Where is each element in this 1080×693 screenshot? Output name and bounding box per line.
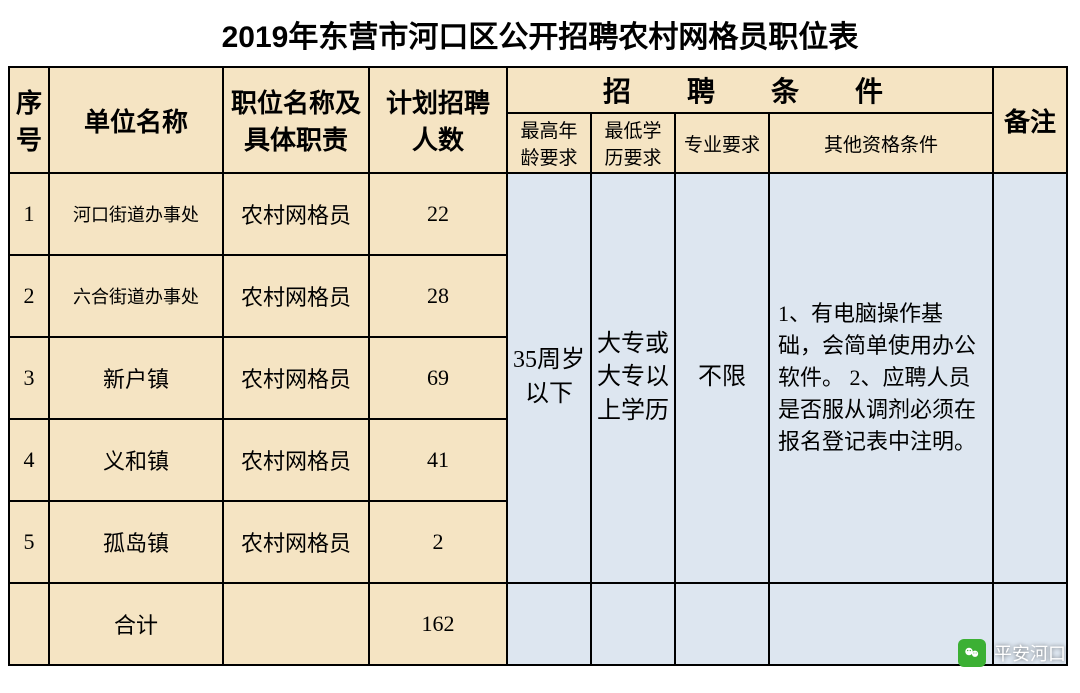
- cell-edu-req: 大专或大专以上学历: [591, 173, 675, 583]
- th-unit: 单位名称: [49, 67, 223, 173]
- table-total-row: 合计 162: [9, 583, 1067, 665]
- cell-seq: 3: [9, 337, 49, 419]
- th-remark: 备注: [993, 67, 1067, 173]
- wechat-icon: [958, 639, 986, 667]
- table-row: 1 河口街道办事处 农村网格员 22 35周岁以下 大专或大专以上学历 不限 1…: [9, 173, 1067, 255]
- cell-age-req: 35周岁以下: [507, 173, 591, 583]
- cell-position: 农村网格员: [223, 255, 369, 337]
- cell-plan: 69: [369, 337, 507, 419]
- cell-major-req: 不限: [675, 173, 769, 583]
- th-other: 其他资格条件: [769, 113, 993, 173]
- th-position: 职位名称及具体职责: [223, 67, 369, 173]
- th-seq: 序号: [9, 67, 49, 173]
- positions-table: 序号 单位名称 职位名称及具体职责 计划招聘人数 招 聘 条 件 备注 最高年龄…: [8, 66, 1068, 666]
- watermark-text: 平安河口: [994, 640, 1066, 666]
- cell-total-position: [223, 583, 369, 665]
- cell-position: 农村网格员: [223, 337, 369, 419]
- cell-seq: 4: [9, 419, 49, 501]
- th-major: 专业要求: [675, 113, 769, 173]
- cell-other-req: 1、有电脑操作基础，会简单使用办公软件。 2、应聘人员是否服从调剂必须在报名登记…: [769, 173, 993, 583]
- table-header-row-1: 序号 单位名称 职位名称及具体职责 计划招聘人数 招 聘 条 件 备注: [9, 67, 1067, 113]
- cell-plan: 2: [369, 501, 507, 583]
- cell-seq: 2: [9, 255, 49, 337]
- th-edu: 最低学历要求: [591, 113, 675, 173]
- page-title: 2019年东营市河口区公开招聘农村网格员职位表: [8, 12, 1072, 56]
- cell-total-label: 合计: [49, 583, 223, 665]
- th-age: 最高年龄要求: [507, 113, 591, 173]
- cell-total-major: [675, 583, 769, 665]
- cell-seq: 5: [9, 501, 49, 583]
- watermark: 平安河口: [958, 639, 1066, 667]
- cell-unit: 义和镇: [49, 419, 223, 501]
- cell-remark-body: [993, 173, 1067, 583]
- cell-total-edu: [591, 583, 675, 665]
- cell-plan: 28: [369, 255, 507, 337]
- cell-position: 农村网格员: [223, 501, 369, 583]
- cell-unit: 新户镇: [49, 337, 223, 419]
- cell-plan: 41: [369, 419, 507, 501]
- cell-total-value: 162: [369, 583, 507, 665]
- cell-total-age: [507, 583, 591, 665]
- cell-position: 农村网格员: [223, 419, 369, 501]
- cell-unit: 河口街道办事处: [49, 173, 223, 255]
- th-conditions-group: 招 聘 条 件: [507, 67, 993, 113]
- cell-total-seq: [9, 583, 49, 665]
- th-plan: 计划招聘人数: [369, 67, 507, 173]
- cell-seq: 1: [9, 173, 49, 255]
- cell-unit: 孤岛镇: [49, 501, 223, 583]
- cell-unit: 六合街道办事处: [49, 255, 223, 337]
- cell-position: 农村网格员: [223, 173, 369, 255]
- cell-plan: 22: [369, 173, 507, 255]
